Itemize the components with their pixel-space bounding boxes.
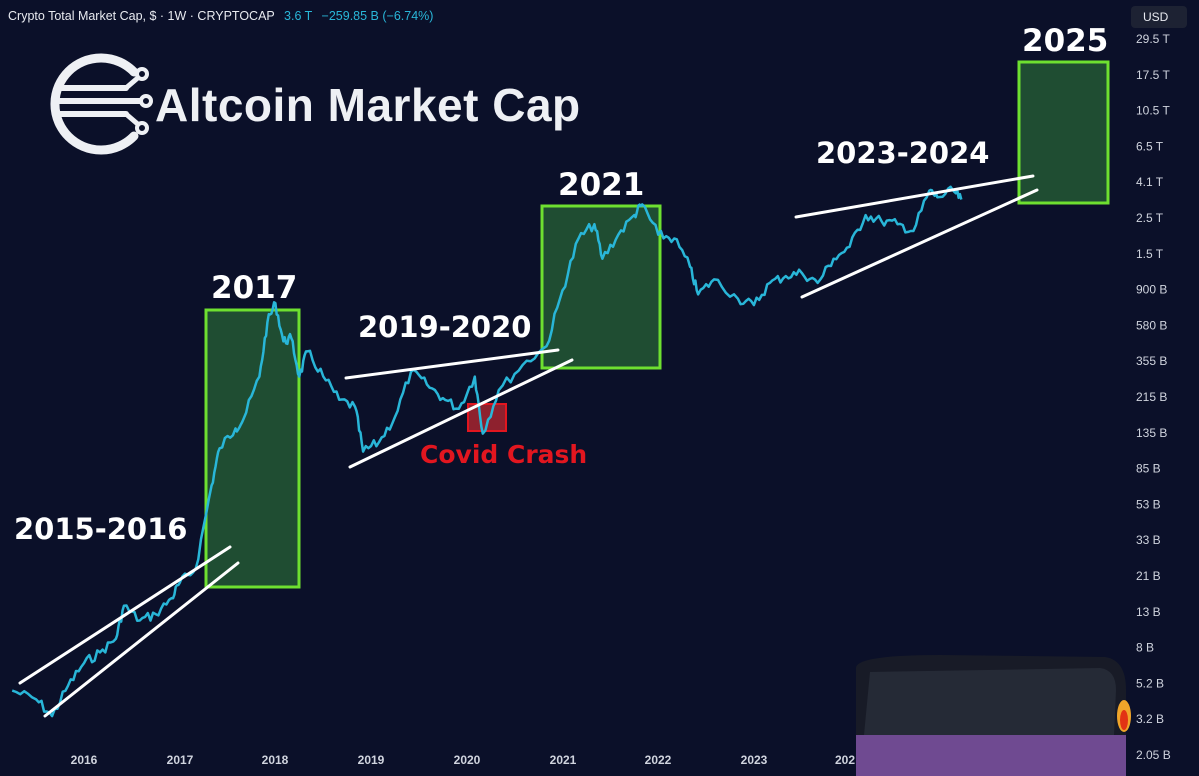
box-2021: [540, 204, 662, 370]
label-2025: 2025: [1022, 23, 1108, 59]
currency-button[interactable]: USD: [1131, 6, 1187, 28]
y-tick-label: 10.5 T: [1136, 104, 1170, 118]
y-tick-label: 135 B: [1136, 426, 1167, 440]
y-tick-label: 3.2 B: [1136, 712, 1164, 726]
label-covid-crash: Covid Crash: [420, 440, 587, 469]
y-tick-label: 6.5 T: [1136, 139, 1164, 153]
trend-line-2015-lower: [43, 561, 240, 718]
x-tick-label: 2020: [454, 753, 481, 767]
trend-line-2019-upper: [344, 348, 560, 380]
y-tick-label: 29.5 T: [1136, 32, 1170, 46]
candle-icon: [856, 655, 1131, 776]
x-tick-label: 2016: [71, 753, 98, 767]
y-tick-label: 4.1 T: [1136, 175, 1164, 189]
current-price: 3.6 T: [284, 9, 313, 23]
y-tick-label: 21 B: [1136, 569, 1161, 583]
y-tick-label: 215 B: [1136, 390, 1167, 404]
x-tick-label: 2022: [645, 753, 672, 767]
trend-line-2023-upper: [794, 174, 1035, 219]
x-tick-label: 2023: [741, 753, 768, 767]
x-axis: 2016 2017 2018 2019 2020 2021 2022 2023 202: [71, 753, 856, 767]
label-2015-2016: 2015-2016: [14, 512, 187, 546]
y-tick-label: 580 B: [1136, 318, 1167, 332]
y-tick-label: 53 B: [1136, 497, 1161, 511]
trend-lines: [18, 174, 1039, 718]
y-axis: 29.5 T 17.5 T 10.5 T 6.5 T 4.1 T 2.5 T 1.5 T 90…: [1136, 32, 1171, 762]
y-tick-label: 355 B: [1136, 354, 1167, 368]
y-tick-label: 2.5 T: [1136, 211, 1164, 225]
x-tick-label: 2017: [167, 753, 194, 767]
trend-line-2019-lower: [348, 358, 574, 469]
y-tick-label: 13 B: [1136, 605, 1161, 619]
y-tick-label: 1.5 T: [1136, 247, 1164, 261]
trend-line-2023-lower: [800, 188, 1039, 299]
y-tick-label: 17.5 T: [1136, 68, 1170, 82]
y-tick-label: 33 B: [1136, 533, 1161, 547]
y-tick-label: 900 B: [1136, 283, 1167, 297]
label-2017: 2017: [211, 270, 297, 306]
x-tick-label: 2018: [262, 753, 289, 767]
price-change: −259.85 B (−6.74%): [321, 9, 434, 23]
x-tick-label: 2019: [358, 753, 385, 767]
logo-text: Altcoin Market Cap: [155, 79, 581, 131]
circuit-circle-icon: [50, 53, 153, 155]
y-tick-label: 5.2 B: [1136, 676, 1164, 690]
box-2025: [1017, 60, 1110, 205]
symbol-title: Crypto Total Market Cap, $ · 1W · CRYPTO…: [8, 9, 275, 23]
x-tick-label: 202: [835, 753, 855, 767]
label-2019-2020: 2019-2020: [358, 310, 531, 344]
chart-header: Crypto Total Market Cap, $ · 1W · CRYPTO…: [8, 9, 433, 23]
y-tick-label: 8 B: [1136, 641, 1154, 655]
trend-line-2015-upper: [18, 545, 232, 685]
y-tick-label: 2.05 B: [1136, 748, 1171, 762]
label-2021: 2021: [558, 167, 644, 203]
y-tick-label: 85 B: [1136, 462, 1161, 476]
x-tick-label: 2021: [550, 753, 577, 767]
label-2023-2024: 2023-2024: [816, 136, 989, 170]
series-line: [11, 185, 963, 718]
